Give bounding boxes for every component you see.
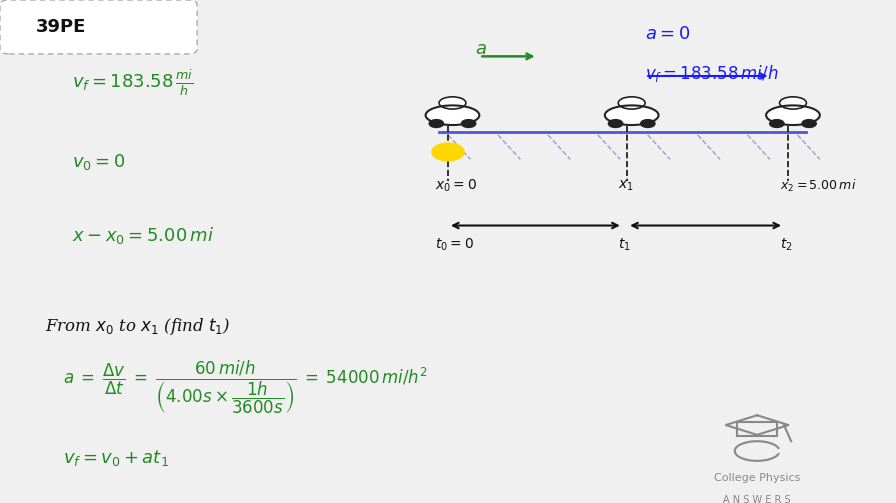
FancyBboxPatch shape [737,422,777,436]
Text: 39PE: 39PE [36,19,86,36]
Circle shape [641,120,655,127]
Ellipse shape [618,97,645,109]
Text: $v_f = v_0 + at_1$: $v_f = v_0 + at_1$ [63,448,168,468]
FancyBboxPatch shape [0,0,197,54]
Text: $\mathit{v}_f = 183.58\,\frac{mi}{h}$: $\mathit{v}_f = 183.58\,\frac{mi}{h}$ [72,68,193,98]
Text: A N S W E R S: A N S W E R S [723,495,791,503]
Text: $x_2=5.00\,mi$: $x_2=5.00\,mi$ [780,178,856,194]
Text: $x_0=0$: $x_0=0$ [435,178,477,195]
Circle shape [770,120,784,127]
Text: $t_0=0$: $t_0=0$ [435,237,473,254]
Text: $a$: $a$ [475,40,487,58]
Text: $t_1$: $t_1$ [618,237,631,254]
Ellipse shape [426,106,479,125]
Circle shape [432,143,464,161]
Ellipse shape [766,106,820,125]
Text: $x_1$: $x_1$ [618,179,634,194]
Text: $a\;=\;\dfrac{\Delta v}{\Delta t}\;=\;\dfrac{60\,mi/h}{\left(4.00s\times\dfrac{1: $a\;=\;\dfrac{\Delta v}{\Delta t}\;=\;\d… [63,359,428,416]
Text: $x - x_0 = 5.00\,mi$: $x - x_0 = 5.00\,mi$ [72,225,213,246]
Ellipse shape [605,106,659,125]
Text: $a = 0$: $a = 0$ [645,25,690,43]
Text: $\mathit{v}_f = 183.58\,mi/h$: $\mathit{v}_f = 183.58\,mi/h$ [645,63,779,84]
Text: $\mathit{v}_0 = 0$: $\mathit{v}_0 = 0$ [72,152,125,172]
Text: $t_2$: $t_2$ [780,237,792,254]
Circle shape [461,120,476,127]
Circle shape [608,120,623,127]
Text: College Physics: College Physics [714,473,800,483]
Circle shape [429,120,444,127]
Ellipse shape [439,97,466,109]
Circle shape [802,120,816,127]
Text: From $x_0$ to $x_1$ (find $t_1$): From $x_0$ to $x_1$ (find $t_1$) [45,315,230,337]
Ellipse shape [780,97,806,109]
